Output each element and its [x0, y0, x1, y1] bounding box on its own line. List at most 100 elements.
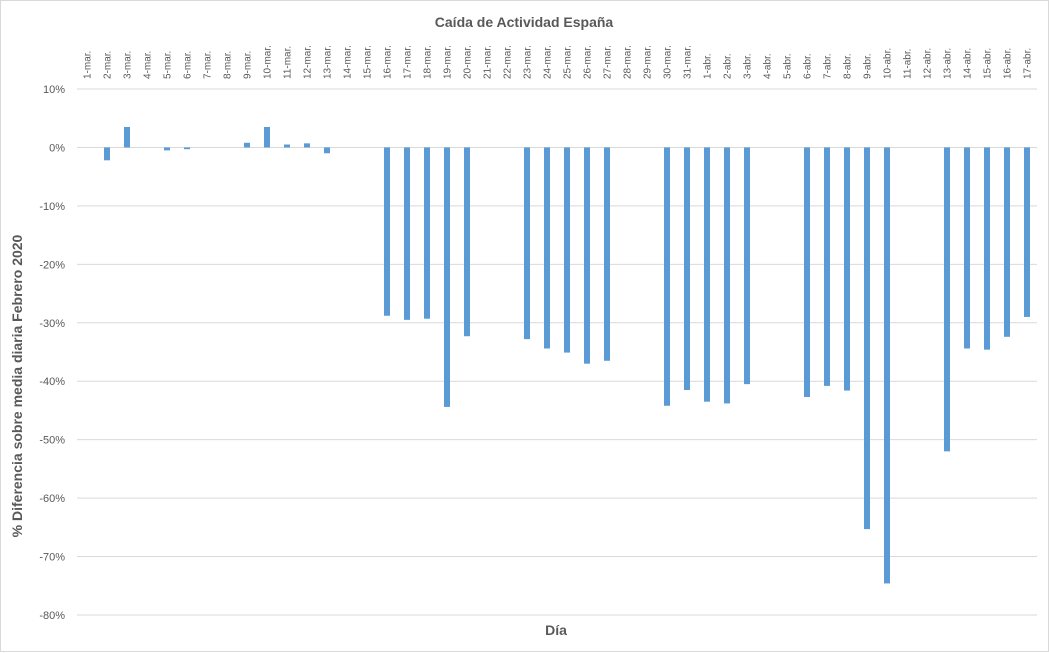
bar [944, 147, 950, 452]
y-tick-label: -30% [39, 318, 65, 330]
y-tick-label: -40% [39, 376, 65, 388]
bars [104, 126, 1030, 584]
x-tick-label: 6-abr. [803, 53, 814, 79]
bar [604, 147, 610, 361]
x-tick-label: 26-mar. [583, 45, 594, 79]
x-tick-label: 21-mar. [483, 45, 494, 79]
x-tick-label: 29-mar. [643, 45, 654, 79]
x-tick-label: 1-abr. [703, 53, 714, 79]
bar [404, 147, 410, 320]
bar [724, 147, 730, 404]
y-tick-label: -60% [39, 493, 65, 505]
bar [124, 126, 130, 148]
x-tick-label: 5-mar. [163, 51, 174, 79]
x-tick-label: 4-abr. [763, 53, 774, 79]
bar [384, 147, 390, 316]
x-tick-label: 2-mar. [103, 51, 114, 79]
gridlines [77, 88, 1037, 616]
x-tick-label: 9-abr. [863, 53, 874, 79]
x-tick-label: 15-mar. [363, 45, 374, 79]
x-tick-label: 30-mar. [663, 45, 674, 79]
bar [684, 147, 690, 390]
x-axis-label: Día [545, 622, 567, 638]
x-tick-label: 18-mar. [423, 45, 434, 79]
y-tick-label: -80% [39, 610, 65, 622]
bar [964, 147, 970, 349]
x-tick-label: 11-mar. [283, 46, 294, 79]
x-tick-label: 17-mar. [403, 45, 414, 79]
bar [524, 147, 530, 340]
x-tick-label: 19-mar. [443, 45, 454, 79]
bar [184, 147, 190, 150]
x-tick-label: 12-mar. [303, 45, 314, 79]
bar [264, 126, 270, 148]
bar [804, 147, 810, 398]
x-tick-label: 22-mar. [503, 45, 514, 79]
y-tick-label: 0% [49, 142, 65, 154]
bar [284, 144, 290, 148]
bar [984, 147, 990, 350]
chart-title: Caída de Actividad España [435, 14, 614, 30]
x-tick-label: 23-mar. [523, 45, 534, 79]
x-tick-label: 10-abr. [883, 48, 894, 79]
x-tick-label: 2-abr. [723, 53, 734, 79]
bar [464, 147, 470, 337]
x-tick-label: 3-abr. [743, 53, 754, 79]
bar [444, 147, 450, 407]
x-tick-label: 12-abr. [923, 48, 934, 79]
bar [1004, 147, 1010, 337]
x-tick-label: 7-abr. [823, 53, 834, 79]
bar [104, 147, 110, 161]
bar [324, 147, 330, 154]
bar [884, 147, 890, 584]
x-tick-label: 24-mar. [543, 45, 554, 79]
x-tick-label: 3-mar. [123, 51, 134, 79]
bar [544, 147, 550, 349]
bar [704, 147, 710, 402]
bar [1024, 147, 1030, 317]
y-tick-label: -70% [39, 552, 65, 564]
bar [424, 147, 430, 319]
x-tick-label: 1-mar. [83, 51, 94, 79]
y-tick-label: -50% [39, 435, 65, 447]
bar [304, 143, 310, 148]
y-axis-label: % Diferencia sobre media diaria Febrero … [9, 234, 25, 537]
bar [664, 147, 670, 406]
x-tick-label: 31-mar. [683, 45, 694, 79]
bar [244, 142, 250, 148]
y-axis-ticks: 10% 0% -10% -20% -30% -40% -50% -60% -70% -80% [39, 84, 65, 622]
x-tick-label: 6-mar. [183, 51, 194, 79]
bar [164, 147, 170, 151]
y-tick-label: 10% [43, 84, 65, 96]
x-tick-label: 15-abr. [983, 48, 994, 79]
bar [564, 147, 570, 353]
bar [584, 147, 590, 364]
x-tick-label: 8-abr. [843, 53, 854, 79]
x-tick-label: 13-mar. [323, 45, 334, 79]
x-tick-label: 10-mar. [263, 45, 274, 79]
x-axis-categories: 1-mar. 2-mar. 3-mar. 4-mar. 5-mar. 6-mar. 7-ma… [83, 45, 1034, 79]
x-tick-label: 16-mar. [383, 45, 394, 79]
x-tick-label: 9-mar. [243, 51, 254, 79]
bar [744, 147, 750, 385]
y-tick-label: -10% [39, 201, 65, 213]
x-tick-label: 25-mar. [563, 45, 574, 79]
y-tick-label: -20% [39, 259, 65, 271]
bar [844, 147, 850, 391]
x-tick-label: 4-mar. [143, 51, 154, 79]
x-tick-label: 27-mar. [603, 45, 614, 79]
x-tick-label: 8-mar. [223, 51, 234, 79]
x-tick-label: 14-mar. [343, 45, 354, 79]
x-tick-label: 20-mar. [463, 45, 474, 79]
bar [864, 147, 870, 530]
x-tick-label: 7-mar. [203, 51, 214, 79]
x-tick-label: 14-abr. [963, 48, 974, 79]
x-tick-label: 5-abr. [783, 53, 794, 79]
x-tick-label: 16-abr. [1003, 48, 1014, 79]
x-tick-label: 28-mar. [623, 45, 634, 79]
x-tick-label: 11-abr. [903, 49, 914, 79]
x-tick-label: 17-abr. [1023, 48, 1034, 79]
x-tick-label: 13-abr. [943, 48, 954, 79]
